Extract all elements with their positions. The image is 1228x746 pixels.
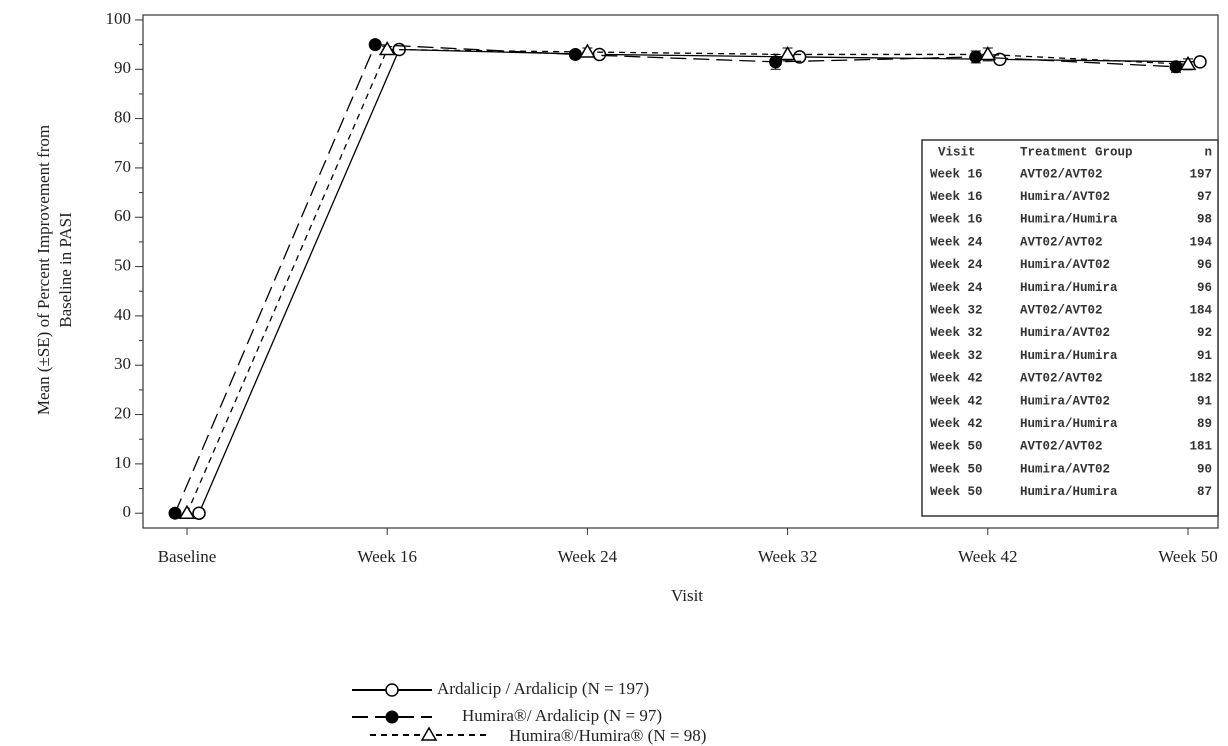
table-cell: 96 [1197, 258, 1212, 272]
x-tick-label: Week 16 [357, 547, 417, 566]
series-line [186, 48, 1189, 514]
table-cell: AVT02/AVT02 [1020, 303, 1103, 317]
marker [368, 38, 382, 52]
legend-label: Humira®/Humira® (N = 98) [509, 726, 706, 745]
table-cell: Week 42 [930, 417, 983, 431]
table-cell: 97 [1197, 190, 1212, 204]
y-axis-title-line: Mean (±SE) of Percent Improvement from [34, 125, 53, 415]
marker [769, 55, 783, 69]
table-cell: Week 24 [930, 281, 983, 295]
y-tick-label: 90 [114, 58, 131, 77]
table-cell: Week 16 [930, 190, 983, 204]
y-tick-label: 100 [106, 9, 132, 28]
marker [592, 47, 607, 62]
table-cell: 184 [1189, 303, 1212, 317]
y-tick-label: 20 [114, 403, 131, 422]
y-tick-label: 10 [114, 453, 131, 472]
marker [168, 506, 182, 520]
table-cell: AVT02/AVT02 [1020, 167, 1103, 181]
marker [979, 45, 997, 61]
y-axis-title-line: Baseline in PASI [56, 212, 75, 328]
table-cell: Humira/Humira [1020, 485, 1118, 499]
table-cell: Week 50 [930, 462, 983, 476]
marker [779, 45, 796, 61]
legend-label: Ardalicip / Ardalicip (N = 197) [437, 679, 649, 698]
table-cell: AVT02/AVT02 [1020, 235, 1103, 249]
x-tick-label: Week 32 [758, 547, 818, 566]
table-cell: 96 [1197, 281, 1212, 295]
marker [579, 43, 596, 58]
marker [385, 710, 399, 724]
table-cell: Week 16 [930, 167, 983, 181]
series-line [198, 48, 1201, 514]
x-tick-label: Week 24 [558, 547, 618, 566]
y-tick-label: 40 [114, 305, 131, 324]
marker [192, 506, 206, 520]
marker [385, 683, 399, 697]
table-cell: Week 42 [930, 394, 983, 408]
table-cell: Week 24 [930, 235, 983, 249]
table-cell: Week 50 [930, 485, 983, 499]
table-cell: Week 42 [930, 372, 983, 386]
marker [1193, 55, 1207, 69]
y-tick-label: 30 [114, 354, 131, 373]
table-cell: 91 [1197, 394, 1212, 408]
table-cell: Humira/Humira [1020, 349, 1118, 363]
y-tick-label: 80 [114, 107, 131, 126]
table-cell: 194 [1189, 235, 1212, 249]
table-frame [921, 139, 1219, 517]
table-cell: Week 16 [930, 213, 983, 227]
table-header: n [1204, 145, 1212, 159]
marker [1169, 60, 1183, 74]
x-axis-title: Visit [671, 586, 703, 605]
table-cell: Humira/AVT02 [1020, 190, 1110, 204]
y-tick-label: 50 [114, 255, 131, 274]
table-header: Treatment Group [1020, 145, 1133, 159]
table-cell: Humira/Humira [1020, 213, 1118, 227]
marker [420, 726, 438, 741]
table-cell: Humira/AVT02 [1020, 394, 1110, 408]
table-cell: Week 24 [930, 258, 983, 272]
table-cell: Humira/Humira [1020, 417, 1118, 431]
marker [969, 50, 983, 64]
marker [568, 47, 582, 61]
table-header: Visit [938, 145, 976, 159]
y-tick-label: 70 [114, 157, 131, 176]
table-cell: Week 32 [930, 326, 983, 340]
y-tick-label: 60 [114, 206, 131, 225]
y-tick-label: 0 [123, 502, 132, 521]
table-cell: 87 [1197, 485, 1212, 499]
table-cell: 90 [1197, 462, 1212, 476]
table-cell: Humira/AVT02 [1020, 258, 1110, 272]
table-cell: Humira/AVT02 [1020, 326, 1110, 340]
table-cell: Week 32 [930, 303, 983, 317]
table-cell: 92 [1197, 326, 1212, 340]
table-cell: Humira/AVT02 [1020, 462, 1110, 476]
y-axis-title: Mean (±SE) of Percent Improvement from B… [34, 125, 75, 415]
x-tick-label: Week 42 [958, 547, 1018, 566]
table-cell: 182 [1189, 372, 1212, 386]
table-cell: 89 [1197, 417, 1212, 431]
marker [378, 41, 396, 56]
table-cell: 98 [1197, 213, 1212, 227]
x-tick-label: Week 50 [1158, 547, 1218, 566]
table-cell: AVT02/AVT02 [1020, 440, 1103, 454]
table-cell: 197 [1189, 167, 1212, 181]
table-cell: Humira/Humira [1020, 281, 1118, 295]
series-line [174, 43, 1177, 514]
marker [1179, 55, 1197, 71]
marker [178, 504, 196, 519]
legend-label: Humira®/ Ardalicip (N = 97) [462, 706, 662, 725]
x-tick-label: Baseline [158, 547, 217, 566]
table-cell: Week 32 [930, 349, 983, 363]
table-cell: Week 50 [930, 440, 983, 454]
table-cell: 91 [1197, 349, 1212, 363]
table-cell: AVT02/AVT02 [1020, 372, 1103, 386]
table-cell: 181 [1189, 440, 1212, 454]
